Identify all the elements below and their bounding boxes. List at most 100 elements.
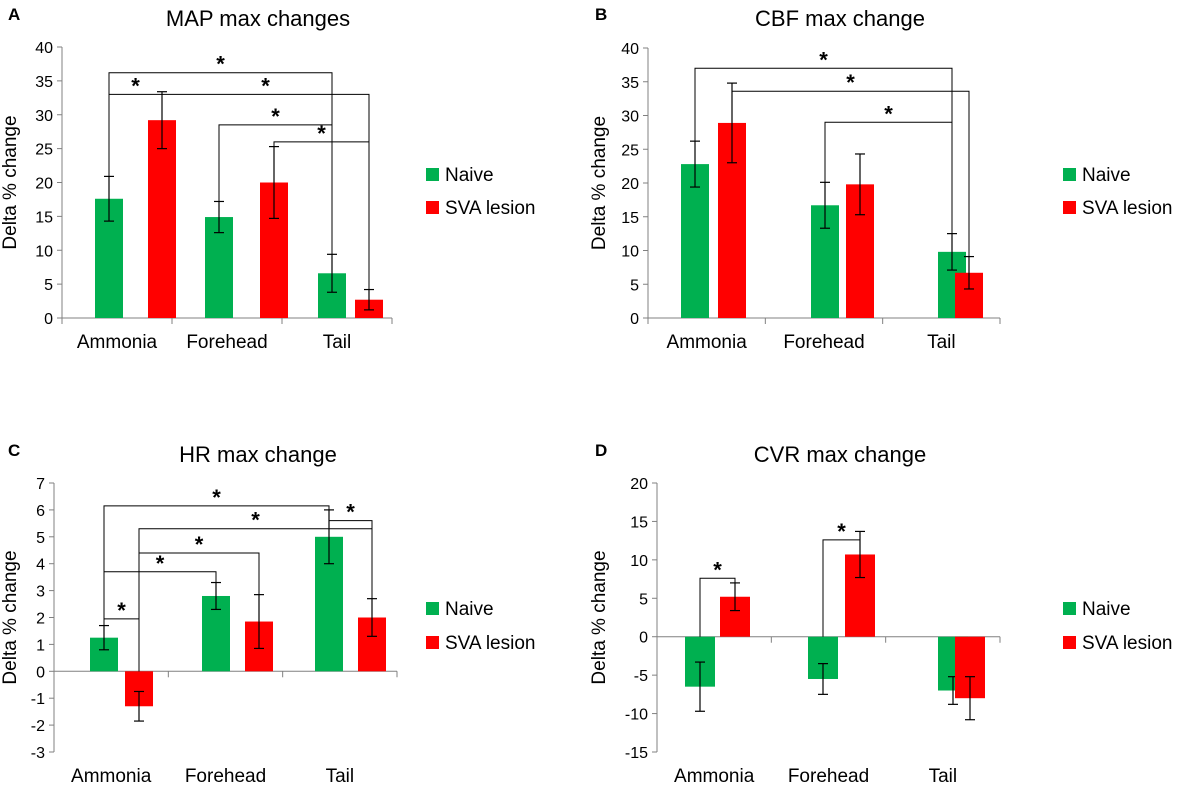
y-tick-label: 0 bbox=[36, 664, 45, 681]
x-tick-label: Ammonia bbox=[674, 766, 755, 787]
y-tick-label: 0 bbox=[630, 311, 639, 328]
y-tick-label: 40 bbox=[621, 41, 639, 58]
legend-swatch-sva bbox=[426, 636, 439, 649]
significance-star: * bbox=[212, 485, 221, 510]
y-tick-label: -5 bbox=[634, 668, 648, 685]
panel-label: A bbox=[8, 5, 20, 24]
y-tick-label: 0 bbox=[639, 630, 648, 647]
significance-star: * bbox=[156, 551, 165, 576]
y-tick-label: 5 bbox=[639, 591, 648, 608]
y-tick-label: -15 bbox=[625, 745, 648, 762]
legend-label-sva: SVA lesion bbox=[445, 633, 535, 654]
y-tick-label: 4 bbox=[36, 557, 45, 574]
y-tick-label: -2 bbox=[31, 718, 45, 735]
x-tick-label: Tail bbox=[927, 332, 956, 353]
y-axis-label: Delta % change bbox=[589, 550, 610, 684]
significance-star: * bbox=[317, 121, 326, 146]
x-tick-label: Tail bbox=[326, 766, 355, 787]
significance-star: * bbox=[346, 500, 355, 525]
legend-label-sva: SVA lesion bbox=[1082, 633, 1172, 654]
significance-star: * bbox=[216, 52, 225, 77]
significance-star: * bbox=[261, 73, 270, 98]
legend-swatch-sva bbox=[1063, 636, 1076, 649]
legend-label-naive: Naive bbox=[1082, 599, 1131, 620]
x-tick-label: Forehead bbox=[185, 766, 266, 787]
y-tick-label: 0 bbox=[44, 311, 53, 328]
y-tick-label: 30 bbox=[35, 108, 53, 125]
y-axis-label: Delta % change bbox=[0, 115, 21, 249]
significance-star: * bbox=[819, 47, 828, 72]
y-tick-label: 3 bbox=[36, 584, 45, 601]
y-axis-label: Delta % change bbox=[589, 116, 610, 250]
significance-bracket bbox=[328, 520, 373, 618]
panel-label: C bbox=[8, 441, 20, 460]
chart-title: CVR max change bbox=[754, 442, 926, 467]
significance-bracket bbox=[103, 571, 217, 638]
significance-star: * bbox=[837, 519, 846, 544]
legend-label-naive: Naive bbox=[445, 165, 494, 186]
y-tick-label: 20 bbox=[630, 476, 648, 493]
y-tick-label: 10 bbox=[630, 553, 648, 570]
y-tick-label: 35 bbox=[35, 74, 53, 91]
chart-title: MAP max changes bbox=[166, 6, 350, 31]
y-tick-label: 20 bbox=[35, 176, 53, 193]
significance-bracket bbox=[731, 90, 970, 273]
significance-star: * bbox=[195, 532, 204, 557]
x-tick-label: Forehead bbox=[186, 332, 267, 353]
legend-label-sva: SVA lesion bbox=[445, 198, 535, 219]
y-tick-label: 20 bbox=[621, 176, 639, 193]
significance-bracket bbox=[824, 121, 953, 252]
y-tick-label: 5 bbox=[630, 277, 639, 294]
chart-panel-b: B CBF max change Delta % change 0 5 10 15 20 25 3… bbox=[589, 5, 1172, 353]
legend-swatch-naive bbox=[426, 602, 439, 615]
chart-panel-d: D CVR max change Delta % change -15 -10 -5 0 5 1… bbox=[589, 441, 1172, 787]
significance-bracket bbox=[218, 124, 333, 274]
x-tick-label: Forehead bbox=[783, 332, 864, 353]
y-tick-label: 5 bbox=[44, 277, 53, 294]
significance-bracket bbox=[103, 618, 140, 672]
significance-star: * bbox=[117, 598, 126, 623]
x-tick-label: Ammonia bbox=[71, 766, 152, 787]
significance-star: * bbox=[131, 73, 140, 98]
significance-bracket bbox=[699, 577, 736, 637]
y-tick-label: 5 bbox=[36, 530, 45, 547]
significance-bracket bbox=[138, 552, 260, 672]
significance-bracket bbox=[273, 141, 370, 300]
y-tick-label: 25 bbox=[35, 142, 53, 159]
significance-bracket bbox=[822, 539, 861, 637]
legend-swatch-sva bbox=[426, 201, 439, 214]
legend-label-sva: SVA lesion bbox=[1082, 198, 1172, 219]
y-tick-label: 1 bbox=[36, 637, 45, 654]
y-tick-label: -3 bbox=[31, 745, 45, 762]
y-tick-label: 30 bbox=[621, 109, 639, 126]
legend-swatch-sva bbox=[1063, 201, 1076, 214]
significance-star: * bbox=[884, 101, 893, 126]
y-axis-label: Delta % change bbox=[0, 550, 21, 684]
y-tick-label: 2 bbox=[36, 611, 45, 628]
y-tick-label: -1 bbox=[31, 691, 45, 708]
x-tick-label: Ammonia bbox=[77, 332, 158, 353]
significance-star: * bbox=[846, 70, 855, 95]
y-tick-label: 15 bbox=[621, 210, 639, 227]
legend-label-naive: Naive bbox=[445, 599, 494, 620]
x-tick-label: Tail bbox=[323, 332, 352, 353]
chart-panel-a: A MAP max changes Delta % change 0 5 10 15 20 25… bbox=[0, 5, 535, 353]
significance-star: * bbox=[713, 557, 722, 582]
significance-star: * bbox=[251, 508, 260, 533]
x-tick-label: Tail bbox=[929, 766, 958, 787]
y-tick-label: -10 bbox=[625, 707, 648, 724]
bar-naive-forehead bbox=[205, 217, 233, 318]
panel-label: B bbox=[595, 5, 607, 24]
legend-label-naive: Naive bbox=[1082, 165, 1131, 186]
legend-swatch-naive bbox=[426, 168, 439, 181]
chart-title: HR max change bbox=[179, 442, 337, 467]
significance-star: * bbox=[271, 104, 280, 129]
panel-label: D bbox=[595, 441, 607, 460]
x-tick-label: Forehead bbox=[788, 766, 869, 787]
x-tick-label: Ammonia bbox=[667, 332, 748, 353]
legend-swatch-naive bbox=[1063, 602, 1076, 615]
y-tick-label: 25 bbox=[621, 142, 639, 159]
y-tick-label: 35 bbox=[621, 75, 639, 92]
y-tick-label: 10 bbox=[35, 243, 53, 260]
